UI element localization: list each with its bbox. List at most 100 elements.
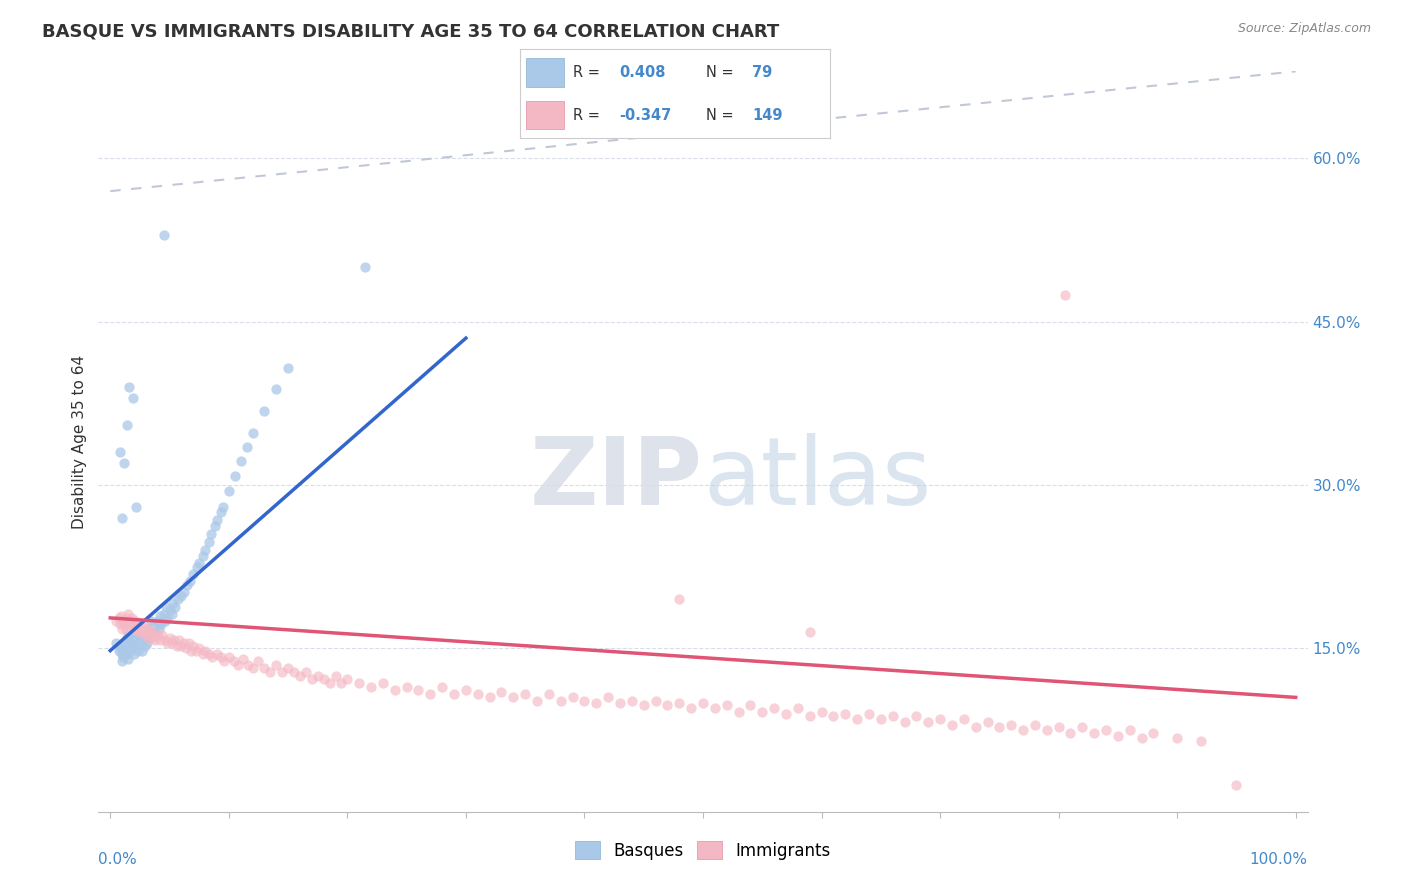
Point [823,709,845,723]
Point [229,454,252,468]
Point [834,706,856,721]
Point [668,592,690,607]
Point [122,631,145,645]
Point [122,622,145,636]
Point [988,720,1011,734]
Point [799,709,821,723]
Point [1053,287,1076,301]
Point [197,534,219,549]
Point [117,628,139,642]
Point [188,557,211,571]
Point [165,600,187,615]
Point [204,519,226,533]
Point [347,676,370,690]
Point [163,632,186,647]
Point [111,655,134,669]
Point [176,578,198,592]
Point [209,650,232,665]
Point [201,650,224,665]
Point [869,712,891,726]
Point [160,636,183,650]
Point [173,636,195,650]
Bar [526,101,564,129]
Point [111,510,134,524]
Point [574,694,596,708]
Point [139,628,162,642]
Point [716,698,738,712]
Point [134,639,156,653]
Text: N =: N = [706,108,734,122]
Point [283,665,305,680]
Point [242,661,264,675]
Point [114,617,136,632]
Point [264,382,287,396]
Point [277,360,299,375]
Point [143,632,166,647]
Point [253,661,276,675]
Point [160,607,183,621]
Point [1024,717,1046,731]
Point [502,690,524,705]
Point [585,696,607,710]
Point [312,672,335,686]
Point [242,425,264,440]
Point [277,661,299,675]
Text: N =: N = [706,65,734,79]
Point [893,715,915,730]
Point [191,647,214,661]
Point [118,636,141,650]
Point [114,622,136,636]
Point [371,676,394,690]
Point [149,632,172,647]
Point [1107,729,1129,743]
Point [330,676,353,690]
Point [179,574,201,588]
Point [121,632,143,647]
Point [846,712,869,726]
Bar [526,58,564,87]
Point [117,652,139,666]
Point [526,694,548,708]
Point [129,632,152,647]
Point [105,636,128,650]
Point [799,625,821,640]
Point [181,567,204,582]
Point [1142,726,1164,740]
Point [110,608,132,623]
Point [633,698,655,712]
Point [159,603,181,617]
Point [408,682,430,697]
Point [295,665,318,680]
Point [173,584,195,599]
Point [384,682,406,697]
Point [692,696,714,710]
Point [1059,726,1081,740]
Point [120,622,142,636]
Point [271,665,294,680]
Text: 79: 79 [752,65,772,79]
Point [194,643,217,657]
Point [226,657,249,672]
Point [129,622,152,636]
Point [135,628,157,642]
Point [218,483,240,498]
Point [150,617,173,632]
Text: 149: 149 [752,108,783,122]
Point [186,559,208,574]
Point [858,706,880,721]
Point [108,617,131,632]
Point [143,625,166,640]
Point [105,614,128,628]
Point [136,636,159,650]
Point [751,705,773,719]
Point [727,705,749,719]
Point [121,617,143,632]
Point [550,694,572,708]
Point [127,643,149,657]
Point [135,622,157,636]
Point [209,505,232,519]
Point [432,680,454,694]
Text: 100.0%: 100.0% [1250,853,1308,867]
Point [1130,731,1153,745]
Point [152,227,174,242]
